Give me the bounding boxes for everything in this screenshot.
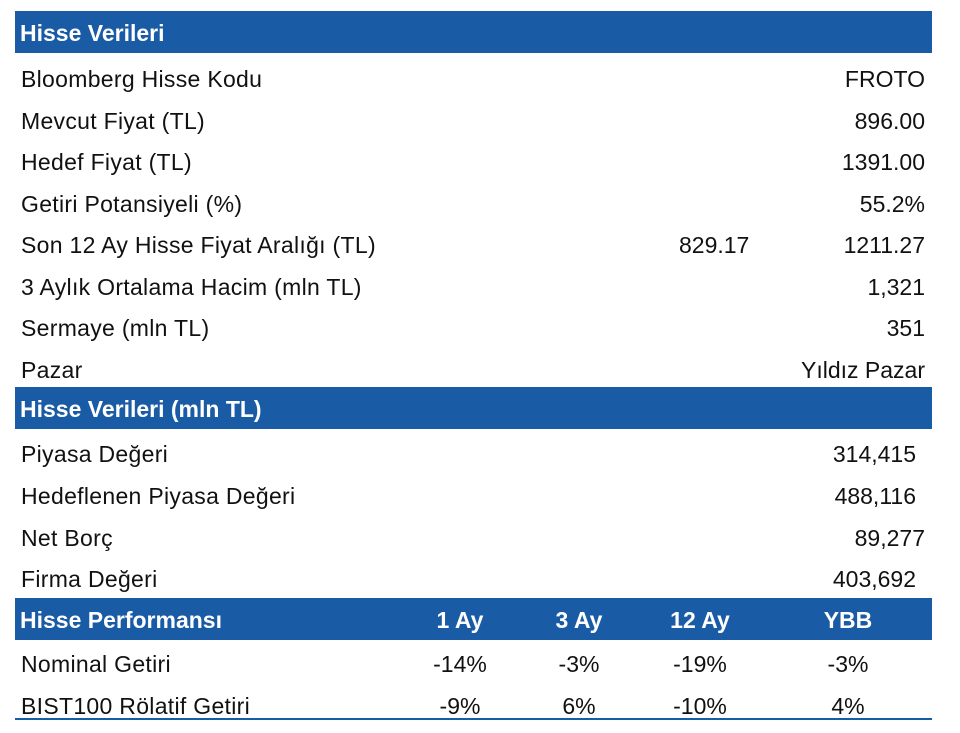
table-row: Son 12 Ay Hisse Fiyat Aralığı (TL) 829.1… bbox=[15, 223, 932, 264]
table-row: Nominal Getiri -14% -3% -19% -3% bbox=[15, 642, 932, 683]
table-row: Sermaye (mln TL) 351 bbox=[15, 306, 932, 347]
row-value: 89,277 bbox=[854, 525, 925, 551]
column-header-ytd: YBB bbox=[823, 607, 873, 633]
cell-12-month: -10% bbox=[673, 693, 727, 719]
performance-header: Hisse Performansı 1 Ay 3 Ay 12 Ay YBB bbox=[15, 598, 932, 640]
row-label: Hedef Fiyat (TL) bbox=[21, 149, 192, 175]
row-value: 1391.00 bbox=[841, 149, 925, 175]
row-value: 488,116 bbox=[834, 483, 916, 509]
table-row: Getiri Potansiyeli (%) 55.2% bbox=[15, 182, 932, 223]
row-label: BIST100 Rölatif Getiri bbox=[21, 693, 251, 719]
row-label: Nominal Getiri bbox=[21, 651, 171, 677]
cell-12-month: -19% bbox=[673, 651, 727, 677]
table-row: Pazar Yıldız Pazar bbox=[15, 348, 932, 389]
cell-3-month: 6% bbox=[562, 693, 596, 719]
table-row: Firma Değeri 403,692 bbox=[15, 557, 932, 598]
stock-data-header: Hisse Verileri bbox=[15, 11, 932, 53]
table-row: Hedef Fiyat (TL) 1391.00 bbox=[15, 140, 932, 181]
table-row: Mevcut Fiyat (TL) 896.00 bbox=[15, 99, 932, 140]
cell-3-month: -3% bbox=[558, 651, 600, 677]
table-row: 3 Aylık Ortalama Hacim (mln TL) 1,321 bbox=[15, 265, 932, 306]
row-label: Bloomberg Hisse Kodu bbox=[21, 66, 263, 92]
row-value: FROTO bbox=[844, 66, 925, 92]
section-title: Hisse Verileri (mln TL) bbox=[20, 396, 262, 422]
row-value: 403,692 bbox=[832, 566, 916, 592]
row-value: 351 bbox=[886, 315, 925, 341]
row-label: Pazar bbox=[21, 357, 83, 383]
market-data-header: Hisse Verileri (mln TL) bbox=[15, 387, 932, 429]
table-row: Hedeflenen Piyasa Değeri 488,116 bbox=[15, 474, 932, 515]
range-high-value: 1211.27 bbox=[843, 232, 925, 258]
section-title: Hisse Verileri bbox=[20, 20, 165, 46]
table-row: Piyasa Değeri 314,415 bbox=[15, 432, 932, 473]
table-row: Bloomberg Hisse Kodu FROTO bbox=[15, 57, 932, 98]
row-label: Getiri Potansiyeli (%) bbox=[21, 191, 243, 217]
row-label: Sermaye (mln TL) bbox=[21, 315, 210, 341]
table-bottom-border bbox=[15, 718, 932, 720]
table-row: BIST100 Rölatif Getiri -9% 6% -10% 4% bbox=[15, 684, 932, 725]
row-label: 3 Aylık Ortalama Hacim (mln TL) bbox=[21, 274, 362, 300]
row-label: Son 12 Ay Hisse Fiyat Aralığı (TL) bbox=[21, 232, 376, 258]
column-header-1-month: 1 Ay bbox=[436, 607, 484, 633]
cell-1-month: -14% bbox=[433, 651, 487, 677]
column-header-3-month: 3 Ay bbox=[555, 607, 603, 633]
row-value: Yıldız Pazar bbox=[801, 357, 925, 383]
row-label: Firma Değeri bbox=[21, 566, 158, 592]
range-low-value: 829.17 bbox=[679, 232, 750, 258]
row-label: Net Borç bbox=[21, 525, 113, 551]
row-value: 55.2% bbox=[859, 191, 925, 217]
section-title: Hisse Performansı bbox=[20, 607, 222, 633]
column-header-12-month: 12 Ay bbox=[670, 607, 730, 633]
row-value: 1,321 bbox=[867, 274, 925, 300]
table-row: Net Borç 89,277 bbox=[15, 516, 932, 557]
row-label: Mevcut Fiyat (TL) bbox=[21, 108, 206, 134]
cell-ytd: -3% bbox=[827, 651, 869, 677]
row-value: 314,415 bbox=[832, 441, 916, 467]
row-label: Hedeflenen Piyasa Değeri bbox=[21, 483, 296, 509]
cell-ytd: 4% bbox=[831, 693, 865, 719]
row-value: 896.00 bbox=[854, 108, 925, 134]
row-label: Piyasa Değeri bbox=[21, 441, 169, 467]
cell-1-month: -9% bbox=[439, 693, 481, 719]
